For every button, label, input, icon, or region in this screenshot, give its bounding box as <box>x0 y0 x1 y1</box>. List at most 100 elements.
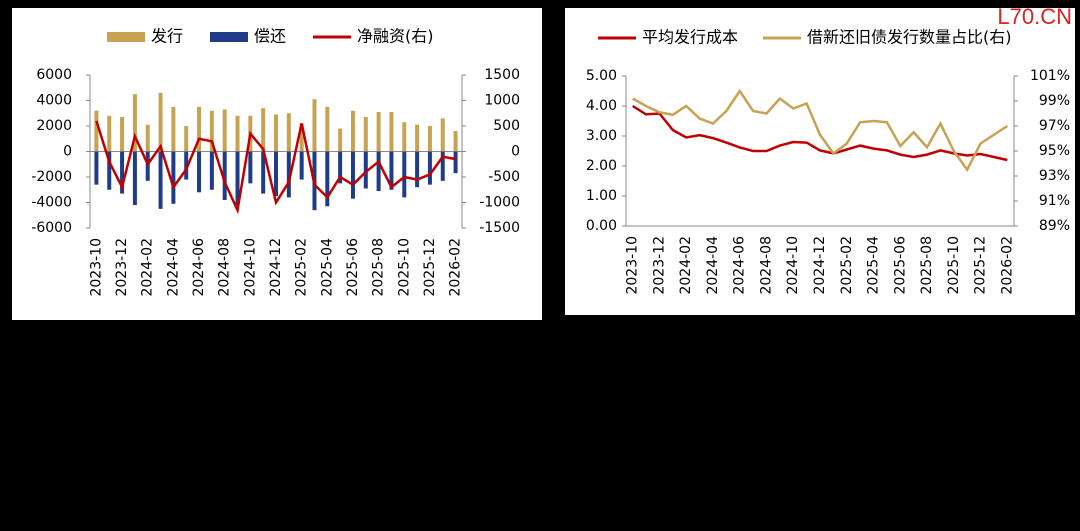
bar <box>415 151 420 188</box>
bar <box>120 151 125 194</box>
bar <box>94 151 99 185</box>
bar <box>389 151 394 190</box>
bar <box>299 151 304 180</box>
bar <box>132 151 137 206</box>
bar <box>286 151 291 198</box>
line <box>632 104 1008 162</box>
y2-tick-label: -1500 <box>479 220 520 236</box>
bar <box>184 126 189 152</box>
bar <box>415 124 420 152</box>
y2-tick-label: -500 <box>488 169 520 185</box>
x-tick-label: 2023-12 <box>651 236 667 295</box>
x-tick-label: 2024-10 <box>785 236 801 295</box>
bar <box>120 117 125 152</box>
bar <box>274 114 278 152</box>
line <box>95 120 456 215</box>
legend-label: 平均发行成本 <box>642 28 738 47</box>
bar <box>235 115 240 152</box>
bar <box>402 151 407 198</box>
y2-tick-label: 97% <box>1039 118 1070 134</box>
bar <box>389 111 394 152</box>
bar <box>338 128 343 152</box>
x-tick-label: 2023-10 <box>625 236 641 295</box>
x-tick-label: 2026-02 <box>448 238 464 297</box>
bar <box>453 131 458 152</box>
y2-tick-label: 91% <box>1039 193 1070 209</box>
y-tick-label: 4000 <box>36 93 72 109</box>
x-tick-label: 2024-02 <box>140 238 156 297</box>
bar <box>107 115 112 152</box>
bar <box>350 151 355 199</box>
bar <box>312 99 317 152</box>
bar <box>376 111 381 152</box>
bar <box>376 151 381 192</box>
bar <box>107 151 112 190</box>
y-tick-label: 0 <box>63 144 72 160</box>
y2-tick-label: 93% <box>1039 168 1070 184</box>
bar <box>158 92 163 152</box>
line <box>632 88 1008 173</box>
bar <box>248 151 253 184</box>
bar <box>94 110 99 152</box>
x-tick-label: 2025-08 <box>919 236 935 295</box>
x-tick-label: 2025-04 <box>319 238 335 297</box>
bar <box>197 106 202 152</box>
x-tick-label: 2025-12 <box>973 236 989 295</box>
bar <box>338 151 343 184</box>
bar <box>274 151 278 197</box>
y2-tick-label: 101% <box>1030 68 1070 84</box>
chart-panel <box>565 8 1075 315</box>
legend-label: 偿还 <box>254 27 286 46</box>
bar <box>286 113 291 152</box>
bar <box>325 151 330 207</box>
bar <box>158 151 163 209</box>
y-tick-label: 3.00 <box>586 128 617 144</box>
bar <box>427 151 432 185</box>
x-tick-label: 2023-10 <box>88 238 104 297</box>
bar <box>440 151 445 181</box>
y-tick-label: 0.00 <box>586 218 617 234</box>
x-tick-label: 2026-02 <box>999 236 1015 295</box>
bar <box>261 151 266 194</box>
bar <box>363 117 368 152</box>
y-tick-label: 5.00 <box>586 68 617 84</box>
x-tick-label: 2025-06 <box>892 236 908 295</box>
x-tick-label: 2025-02 <box>294 238 310 297</box>
y2-tick-label: 95% <box>1039 143 1070 159</box>
bar <box>453 151 458 174</box>
x-tick-label: 2024-06 <box>191 238 207 297</box>
watermark: L70.CN <box>997 4 1072 29</box>
bar <box>209 110 214 152</box>
bar <box>197 151 202 193</box>
y2-tick-label: 500 <box>493 118 520 134</box>
x-tick-label: 2025-02 <box>839 236 855 295</box>
y-tick-label: 4.00 <box>586 98 617 114</box>
x-tick-label: 2024-10 <box>242 238 258 296</box>
x-tick-label: 2024-06 <box>732 236 748 295</box>
bar <box>184 151 189 180</box>
legend-label: 借新还旧债发行数量占比(右) <box>807 28 1012 47</box>
x-tick-label: 2025-06 <box>345 238 361 297</box>
y2-tick-label: 99% <box>1039 93 1070 109</box>
y2-tick-label: -1000 <box>479 195 520 211</box>
y2-tick-label: 89% <box>1039 218 1070 234</box>
y2-tick-label: 1000 <box>484 93 520 109</box>
x-tick-label: 2025-08 <box>371 238 387 297</box>
bar <box>350 110 355 152</box>
legend-swatch <box>210 32 248 42</box>
y2-tick-label: 0 <box>511 144 520 160</box>
x-tick-label: 2025-04 <box>866 236 882 295</box>
bar <box>363 151 368 189</box>
bar <box>261 108 266 152</box>
bar <box>222 151 227 200</box>
bar <box>132 94 137 152</box>
bar <box>299 123 304 152</box>
x-tick-label: 2024-12 <box>812 236 828 295</box>
x-tick-label: 2025-10 <box>396 238 412 297</box>
x-tick-label: 2025-12 <box>422 238 438 297</box>
bar <box>171 106 176 152</box>
y-tick-label: 2000 <box>36 118 72 134</box>
y2-tick-label: 1500 <box>484 67 520 83</box>
x-tick-label: 2025-10 <box>946 236 962 295</box>
